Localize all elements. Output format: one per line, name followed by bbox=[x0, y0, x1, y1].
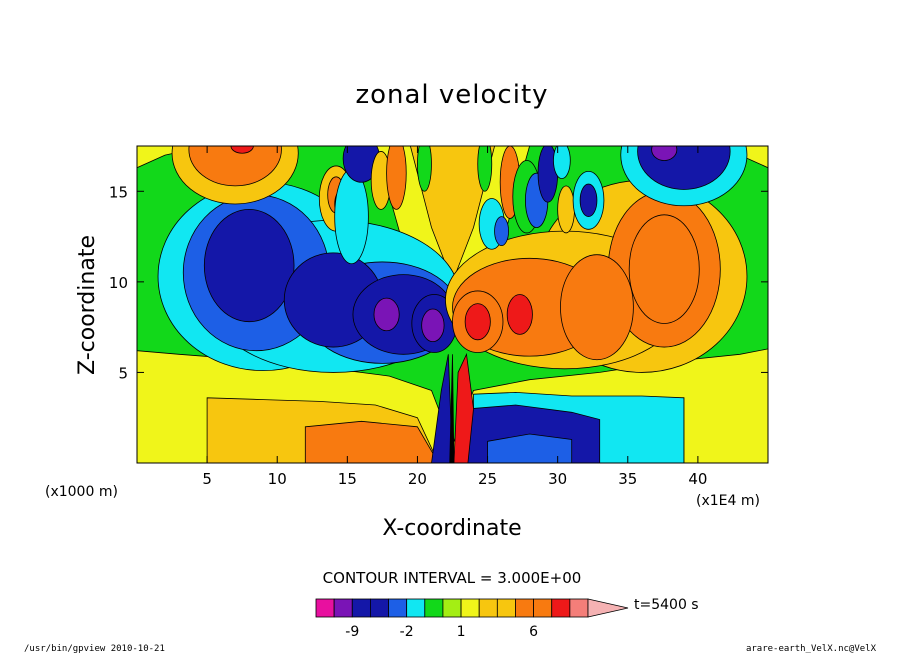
contour-region bbox=[449, 354, 455, 463]
x-tick-label: 40 bbox=[688, 470, 707, 488]
contour-region bbox=[431, 354, 453, 463]
plot-frame bbox=[136, 145, 769, 464]
contour-region bbox=[203, 209, 295, 323]
contour-region bbox=[553, 146, 571, 180]
colorbar: -9 -2 1 6 bbox=[315, 598, 629, 640]
y-axis-label: Z-coordinate bbox=[75, 235, 100, 375]
contour-region bbox=[506, 294, 533, 335]
x-tick-label: 15 bbox=[338, 470, 357, 488]
colorbar-bin bbox=[496, 598, 516, 618]
colorbar-bin bbox=[533, 598, 553, 618]
contour-region bbox=[334, 169, 369, 265]
y-tick-label: 15 bbox=[109, 183, 128, 201]
contour-region bbox=[628, 214, 700, 324]
plot-area bbox=[137, 146, 768, 463]
colorbar-bin bbox=[460, 598, 480, 618]
contour-region bbox=[188, 146, 282, 187]
contour-interval-label: CONTOUR INTERVAL = 3.000E+00 bbox=[323, 569, 582, 587]
colorbar-bin bbox=[515, 598, 535, 618]
footer-left: /usr/bin/gpview 2010-10-21 bbox=[24, 644, 165, 654]
colorbar-bin bbox=[369, 598, 389, 618]
footer-right: arare-earth_VelX.nc@VelX bbox=[746, 644, 877, 654]
x-axis-label: X-coordinate bbox=[382, 516, 521, 541]
y-tick-label: 10 bbox=[109, 274, 128, 292]
colorbar-bin bbox=[478, 598, 498, 618]
colorbar-bin bbox=[351, 598, 371, 618]
x-tick-label: 10 bbox=[268, 470, 287, 488]
y-unit-label: (x1000 m) bbox=[45, 484, 118, 500]
x-tick-label: 25 bbox=[478, 470, 497, 488]
velocity-field bbox=[137, 146, 768, 463]
x-tick-label: 30 bbox=[548, 470, 567, 488]
contour-region bbox=[579, 183, 598, 218]
colorbar-tick-label: 6 bbox=[529, 624, 538, 640]
time-label: t=5400 s bbox=[634, 597, 699, 613]
colorbar-bin bbox=[406, 598, 426, 618]
x-axis-ticks: 5 10 15 20 25 30 35 40 bbox=[202, 146, 707, 488]
x-tick-label: 5 bbox=[202, 470, 212, 488]
colorbar-bin bbox=[424, 598, 444, 618]
contour-region bbox=[560, 254, 634, 361]
colorbar-bin bbox=[442, 598, 462, 618]
colorbar-tick-label: -9 bbox=[345, 624, 359, 640]
colorbar-bin bbox=[388, 598, 408, 618]
chart-title: zonal velocity bbox=[355, 80, 548, 110]
colorbar-tick-label: -2 bbox=[400, 624, 414, 640]
y-tick-label: 5 bbox=[118, 364, 128, 382]
contour-region bbox=[557, 185, 575, 234]
contour-region bbox=[453, 352, 474, 463]
contour-region bbox=[477, 146, 493, 192]
colorbar-bin bbox=[315, 598, 335, 618]
x-tick-label: 20 bbox=[408, 470, 427, 488]
colorbar-bin bbox=[551, 598, 571, 618]
contour-region bbox=[386, 146, 407, 210]
colorbar-tick-label: 1 bbox=[457, 624, 466, 640]
contour-region bbox=[464, 303, 491, 341]
contour-region bbox=[373, 297, 400, 332]
colorbar-bin bbox=[333, 598, 353, 618]
colorbar-arrow bbox=[587, 598, 629, 618]
contour-region bbox=[494, 216, 509, 247]
y-axis-ticks: 5 10 15 bbox=[109, 183, 768, 382]
x-tick-label: 35 bbox=[618, 470, 637, 488]
contour-region bbox=[417, 146, 432, 192]
contour-region bbox=[421, 308, 445, 343]
x-unit-label: (x1E4 m) bbox=[696, 493, 760, 509]
contour-region bbox=[651, 146, 678, 161]
contour-region bbox=[304, 420, 439, 463]
colorbar-bin bbox=[569, 598, 589, 618]
contour-region bbox=[409, 146, 496, 284]
